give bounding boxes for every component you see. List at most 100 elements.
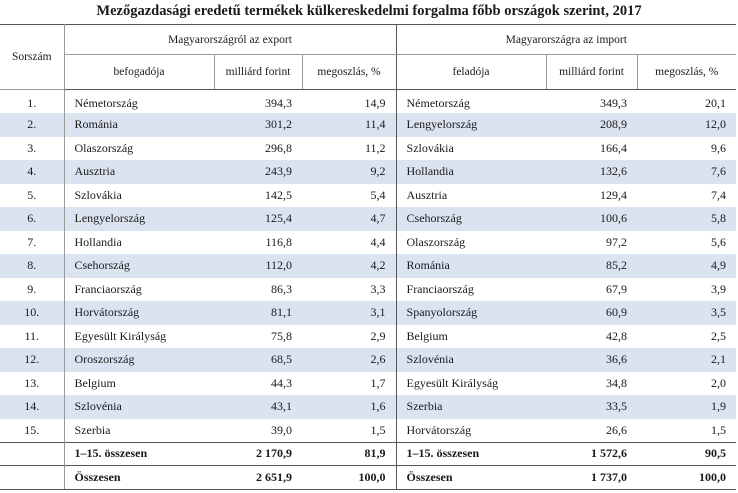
import-value: 129,4 [600, 187, 628, 202]
export-share: 2,6 [302, 348, 397, 372]
import-country: Olaszország [406, 234, 466, 249]
table-row: 3. Olaszország 296,8 11,2 Szlovákia 166,4 9,6 [0, 136, 736, 160]
subtotal-import-value: 1 572,6 [546, 441, 638, 466]
subtotal-label-import: 1–15. összesen [396, 441, 547, 466]
import-share: 5,6 [711, 234, 727, 249]
import-country: Lengyelország [406, 117, 478, 132]
import-share: 2,5 [711, 328, 727, 343]
export-share: 1,6 [302, 395, 397, 419]
import-value: 34,8 [606, 375, 628, 390]
import-country: Egyesült Királyság [406, 375, 499, 390]
total-import-share: 100,0 [637, 465, 737, 490]
row-number: 7. [0, 230, 65, 254]
row-number: 6. [0, 207, 65, 231]
table-row: 13. Belgium 44,3 1,7 Egyesült Királyság 34,8 2… [0, 371, 736, 395]
trade-table: Sorszám Magyarországról az export Magyar… [0, 24, 737, 490]
export-country: Ausztria [74, 164, 116, 179]
export-share: 2,9 [302, 324, 397, 348]
export-country: Németország [74, 95, 138, 110]
import-country: Belgium [406, 328, 448, 343]
export-country: Hollandia [74, 234, 122, 249]
export-country: Franciaország [74, 281, 142, 296]
subtotal-export-value: 2 170,9 [214, 441, 302, 466]
export-value: 75,8 [271, 328, 292, 343]
import-country: Hollandia [406, 164, 454, 179]
export-country: Románia [74, 117, 118, 132]
table-row: 5. Szlovákia 142,5 5,4 Ausztria 129,4 7,4 [0, 183, 736, 207]
import-share: 1,9 [711, 399, 727, 414]
export-value: 142,5 [265, 187, 292, 202]
import-country: Németország [406, 95, 470, 110]
import-country: Spanyolország [406, 305, 478, 320]
import-country: Szlovénia [406, 352, 454, 367]
import-country: Csehország [406, 211, 462, 226]
export-share: 3,3 [302, 277, 397, 301]
subtotal-row: 1–15. összesen 2 170,9 81,9 1–15. összes… [0, 441, 737, 466]
row-number: 3. [0, 136, 65, 160]
row-number: 12. [0, 348, 65, 372]
header-row-groups: Sorszám Magyarországról az export Magyar… [0, 24, 737, 90]
export-country: Szlovákia [74, 187, 122, 202]
header-import-group: Magyarországra az import [396, 24, 737, 55]
total-label-import: Összesen [396, 465, 547, 490]
import-value: 42,8 [606, 328, 628, 343]
row-number: 15. [0, 418, 65, 442]
import-value: 97,2 [606, 234, 628, 249]
export-country: Egyesült Királyság [74, 328, 167, 343]
table-row: 9. Franciaország 86,3 3,3 Franciaország 67,9 3… [0, 277, 736, 301]
import-value: 33,5 [606, 399, 628, 414]
export-share: 4,4 [302, 230, 397, 254]
export-share: 3,1 [302, 301, 397, 325]
header-befogadoja: befogadója [64, 54, 215, 90]
import-share: 9,6 [711, 140, 727, 155]
export-value: 39,0 [271, 422, 292, 437]
import-country: Franciaország [406, 281, 474, 296]
row-number: 1. [0, 89, 65, 113]
export-share: 4,2 [302, 254, 397, 278]
import-country: Horvátország [406, 422, 472, 437]
export-value: 394,3 [265, 95, 292, 110]
export-country: Oroszország [74, 352, 135, 367]
import-value: 132,6 [600, 164, 628, 179]
row-number: 2. [0, 113, 65, 137]
row-number: 8. [0, 254, 65, 278]
export-value: 296,8 [265, 140, 292, 155]
table-row: 4. Ausztria 243,9 9,2 Hollandia 132,6 7,6 [0, 160, 737, 184]
import-share: 7,6 [711, 164, 727, 179]
subtotal-label: 1–15. összesen [64, 441, 214, 466]
export-value: 43,1 [271, 399, 292, 414]
export-country: Horvátország [74, 305, 140, 320]
table-title: Mezőgazdasági eredetű termékek külkeresk… [96, 3, 642, 19]
import-value: 67,9 [606, 281, 628, 296]
import-country: Szerbia [406, 399, 443, 414]
header-import-share: megoszlás, % [637, 54, 737, 90]
row-number: 11. [0, 324, 65, 348]
export-share: 1,7 [302, 371, 397, 395]
import-share: 7,4 [711, 187, 727, 202]
export-value: 68,5 [271, 352, 292, 367]
export-country: Szlovénia [74, 399, 122, 414]
table-row: 6. Lengyelország 125,4 4,7 Csehország 100,6 5,… [0, 207, 737, 231]
table-row: 1. Németország 394,3 14,9 Németország 349,3 20… [0, 89, 736, 113]
export-value: 243,9 [265, 164, 292, 179]
table-row: 8. Csehország 112,0 4,2 Románia 85,2 4,9 [0, 254, 737, 278]
export-share: 1,5 [302, 418, 397, 442]
export-country: Belgium [74, 375, 116, 390]
export-value: 125,4 [265, 211, 292, 226]
row-number: 10. [0, 301, 65, 325]
import-share: 2,1 [711, 352, 727, 367]
import-country: Románia [406, 258, 450, 273]
total-row: Összesen 2 651,9 100,0 Összesen 1 737,0 … [0, 465, 737, 490]
import-share: 2,0 [711, 375, 727, 390]
header-export-group: Magyarországról az export [64, 24, 397, 55]
row-number: 5. [0, 183, 65, 207]
export-share: 11,4 [302, 113, 397, 137]
row-number: 13. [0, 371, 65, 395]
import-share: 3,5 [711, 305, 727, 320]
total-export-value: 2 651,9 [214, 465, 302, 490]
export-value: 86,3 [271, 281, 292, 296]
import-share: 20,1 [705, 95, 727, 110]
export-share: 4,7 [302, 207, 397, 231]
import-value: 60,9 [606, 305, 628, 320]
table-row: 14. Szlovénia 43,1 1,6 Szerbia 33,5 1,9 [0, 395, 737, 419]
